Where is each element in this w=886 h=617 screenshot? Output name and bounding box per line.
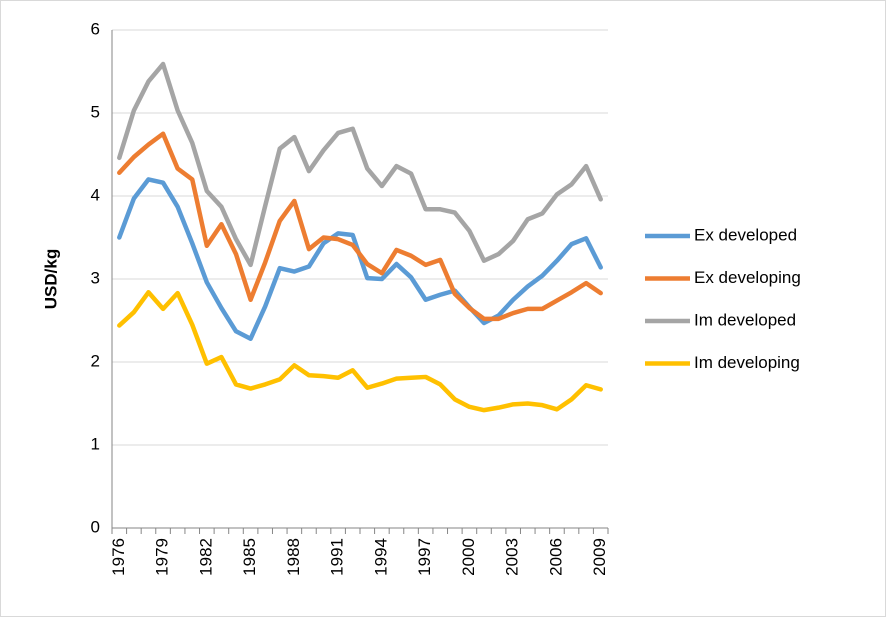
x-tick-label: 1994 xyxy=(371,538,390,576)
x-tick-label: 1976 xyxy=(109,538,128,576)
series-line xyxy=(117,131,603,322)
x-tick-label: 1997 xyxy=(415,538,434,576)
x-tick-label: 2009 xyxy=(590,538,609,576)
y-tick-label: 2 xyxy=(91,351,100,370)
x-tick-label: 2000 xyxy=(459,538,478,576)
x-tick-label: 1979 xyxy=(153,538,172,576)
y-tick-label: 3 xyxy=(91,268,100,287)
x-tick-label: 1982 xyxy=(196,538,215,576)
x-tick-label: 2003 xyxy=(503,538,522,576)
x-tick-label: 2006 xyxy=(546,538,565,576)
y-tick-label: 5 xyxy=(91,102,100,121)
y-tick-label: 4 xyxy=(91,185,100,204)
y-tick-label: 6 xyxy=(91,19,100,38)
legend-label: Im developing xyxy=(694,353,800,372)
y-tick-label: 0 xyxy=(91,517,100,536)
legend-label: Ex developed xyxy=(694,225,797,244)
y-axis-label: USD/kg xyxy=(41,249,60,309)
legend-label: Im developed xyxy=(694,310,796,329)
x-tick-label: 1988 xyxy=(284,538,303,576)
series-line xyxy=(117,290,603,413)
x-tick-label: 1985 xyxy=(240,538,259,576)
x-tick-label: 1991 xyxy=(328,538,347,576)
y-tick-label: 1 xyxy=(91,434,100,453)
series-line xyxy=(117,61,603,268)
legend-label: Ex developing xyxy=(694,268,801,287)
